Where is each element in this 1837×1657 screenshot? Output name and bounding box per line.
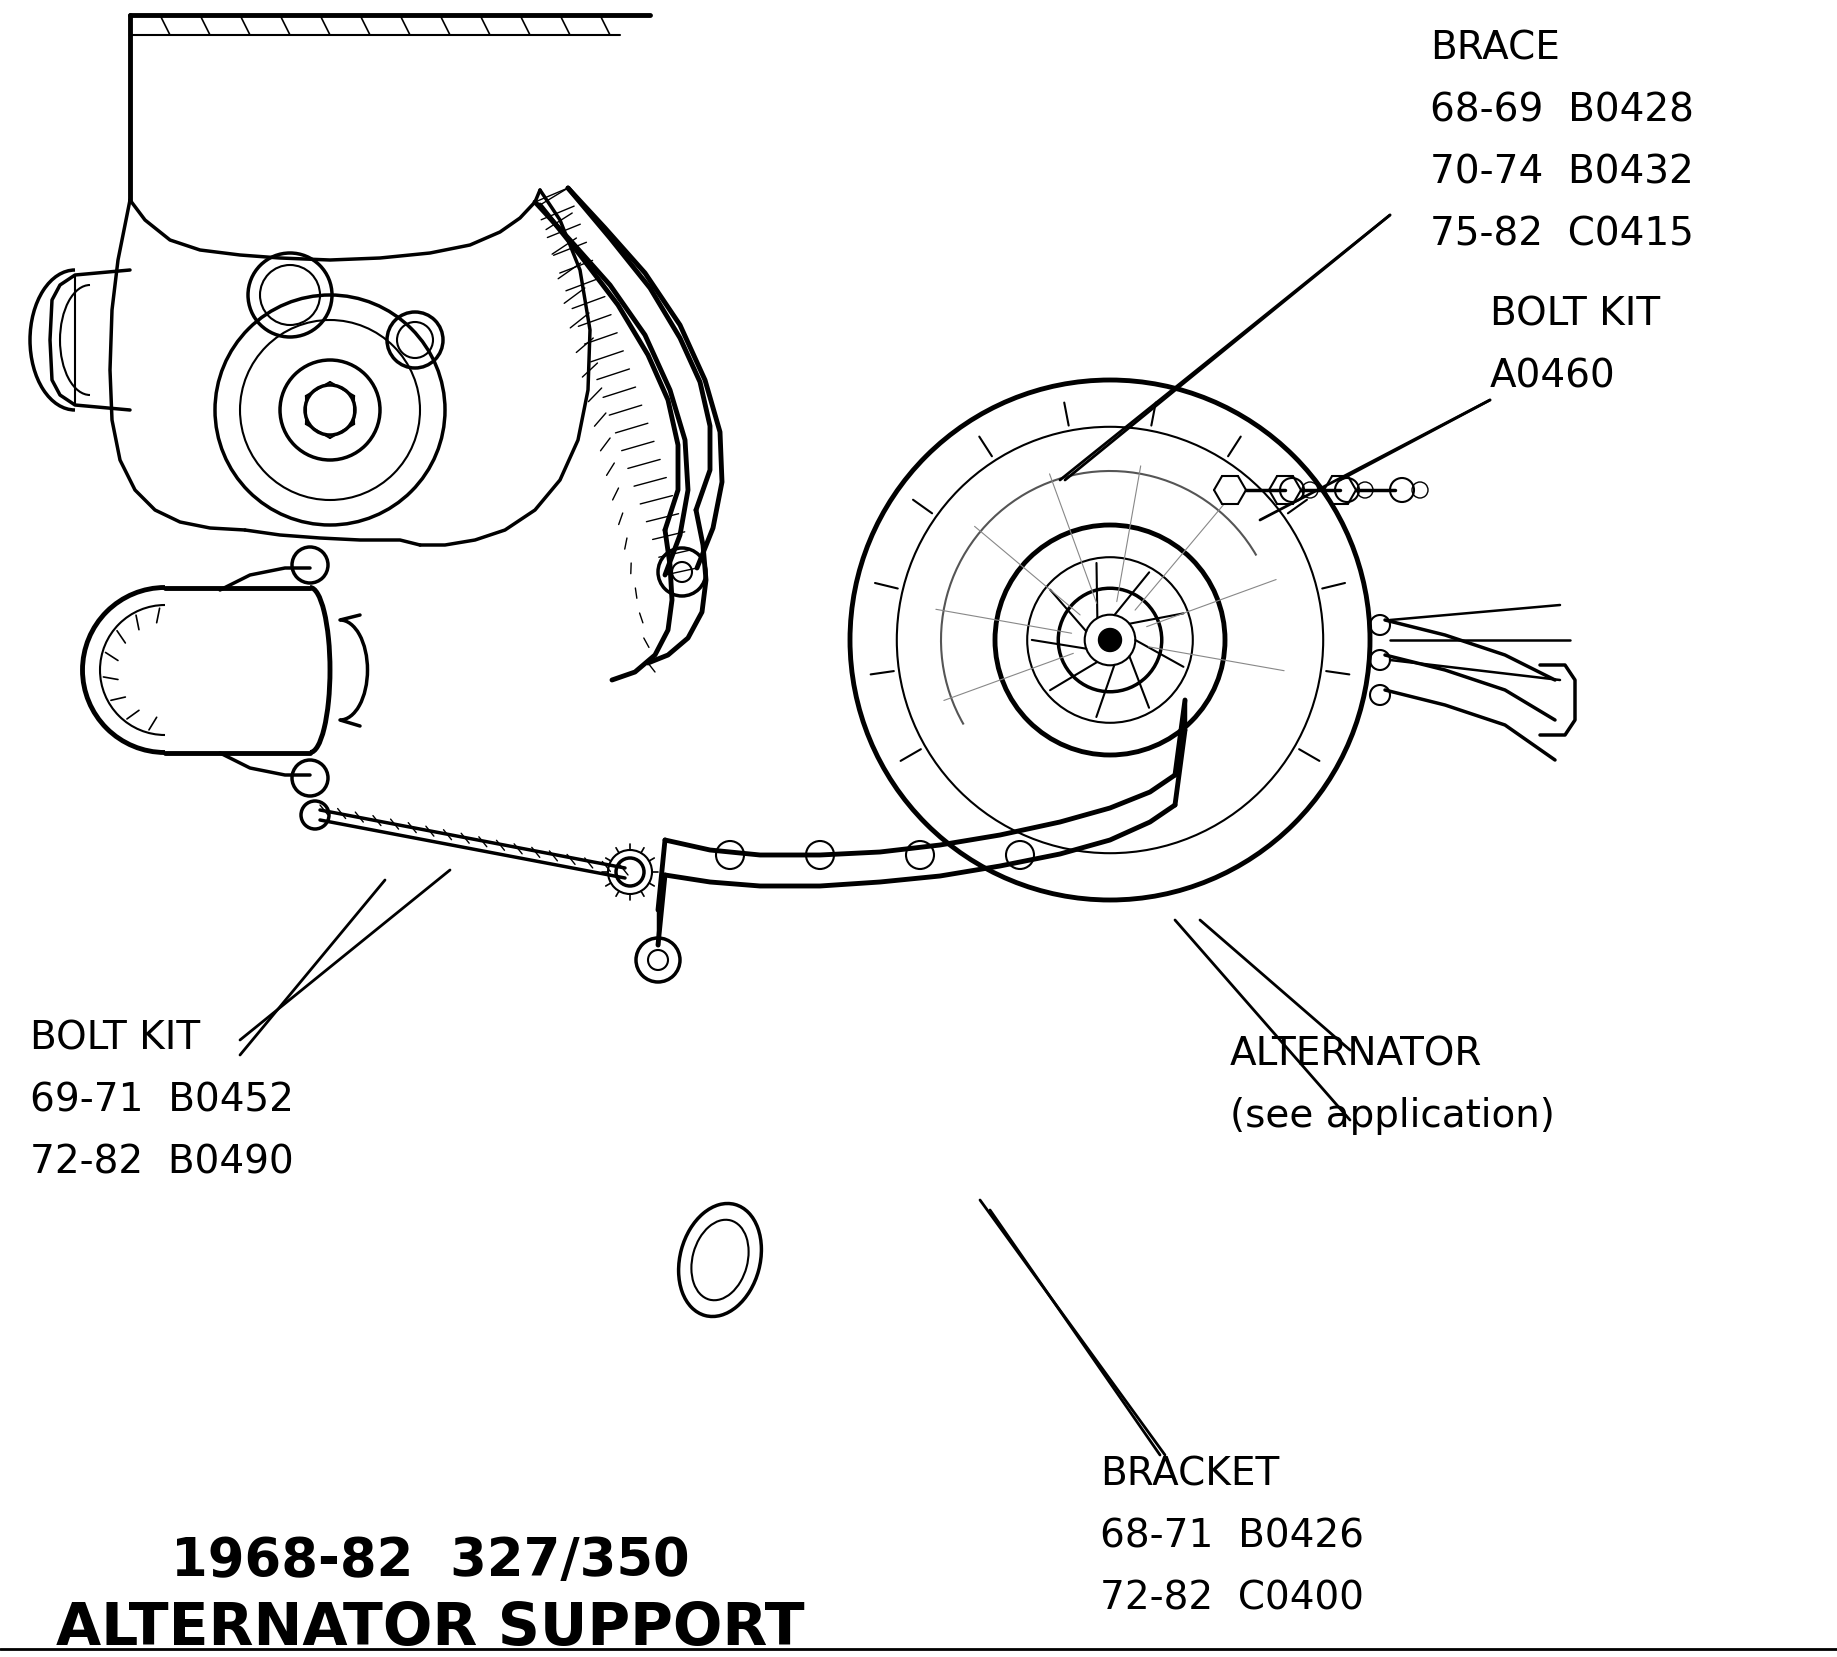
Circle shape: [1099, 628, 1122, 651]
Text: BOLT KIT
69-71  B0452
72-82  B0490: BOLT KIT 69-71 B0452 72-82 B0490: [29, 1021, 294, 1181]
Text: BOLT KIT
A0460: BOLT KIT A0460: [1490, 295, 1661, 394]
Text: ALTERNATOR SUPPORT: ALTERNATOR SUPPORT: [55, 1601, 805, 1657]
Text: BRACKET
68-71  B0426
72-82  C0400: BRACKET 68-71 B0426 72-82 C0400: [1100, 1455, 1365, 1617]
Text: 1968-82  327/350: 1968-82 327/350: [171, 1534, 689, 1587]
Text: ALTERNATOR
(see application): ALTERNATOR (see application): [1231, 1036, 1554, 1135]
Text: BRACE
68-69  B0428
70-74  B0432
75-82  C0415: BRACE 68-69 B0428 70-74 B0432 75-82 C041…: [1429, 30, 1694, 254]
